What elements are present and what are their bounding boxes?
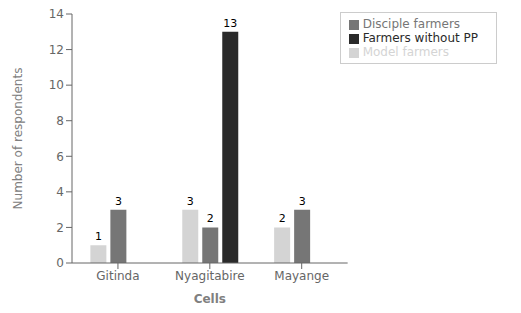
- svg-text:Number of respondents: Number of respondents: [11, 68, 25, 210]
- svg-text:13: 13: [223, 17, 237, 30]
- svg-text:2: 2: [207, 212, 214, 225]
- svg-text:12: 12: [49, 43, 64, 57]
- svg-text:2: 2: [56, 221, 64, 235]
- html-text:Model farmers: Model farmers: [362, 45, 449, 59]
- svg-text:2: 2: [279, 212, 286, 225]
- svg-text:Cells: Cells: [194, 292, 226, 306]
- svg-text:Nyagitabire: Nyagitabire: [175, 269, 244, 283]
- html-text:Farmers without PP: Farmers without PP: [362, 31, 478, 45]
- svg-text:8: 8: [56, 114, 64, 128]
- svg-text:0: 0: [56, 256, 64, 270]
- svg-text:Gitinda: Gitinda: [96, 269, 139, 283]
- svg-text:14: 14: [49, 7, 64, 21]
- svg-text:Mayange: Mayange: [274, 269, 329, 283]
- svg-text:3: 3: [115, 195, 122, 208]
- svg-text:3: 3: [187, 195, 194, 208]
- html-text:Disciple farmers: Disciple farmers: [362, 17, 461, 31]
- svg-text:1: 1: [95, 230, 102, 243]
- svg-text:10: 10: [49, 78, 64, 92]
- svg-text:3: 3: [299, 195, 306, 208]
- svg-text:6: 6: [56, 150, 64, 164]
- svg-text:4: 4: [56, 185, 64, 199]
